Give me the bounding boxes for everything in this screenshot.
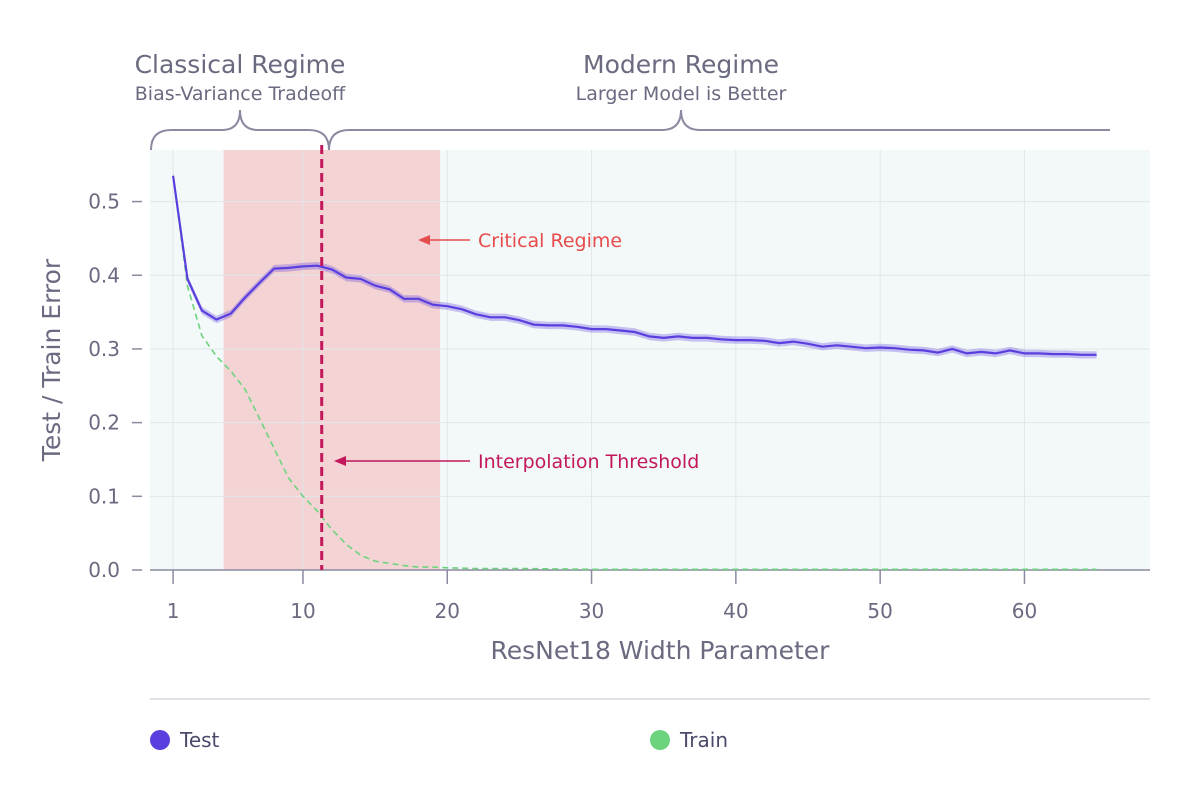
gridlines (150, 150, 1150, 571)
x-tick-label: 40 (723, 599, 748, 623)
classical-regime-brace (150, 109, 330, 151)
classical-regime-title: Classical Regime (135, 50, 346, 79)
train-error-line (172, 175, 1097, 571)
y-tick-label: 0.0 (88, 558, 120, 582)
legend-label-test: Test (180, 728, 220, 752)
legend-item-test: Test (150, 727, 219, 753)
y-tick-label: 0.2 (88, 411, 120, 435)
interpolation-threshold-arrowhead (334, 456, 346, 466)
test-error-line (172, 175, 1097, 356)
test-legend-swatch-icon (150, 730, 170, 750)
critical-regime-arrowhead (418, 235, 430, 245)
modern-regime-title: Modern Regime (583, 50, 779, 79)
critical-regime-band (223, 150, 441, 570)
y-tick-label: 0.5 (88, 190, 120, 214)
modern-regime-subtitle: Larger Model is Better (576, 83, 787, 105)
y-tick-label: 0.3 (88, 337, 120, 361)
x-tick-label: 10 (290, 599, 315, 623)
x-tick-label: 20 (435, 599, 460, 623)
x-axis-label: ResNet18 Width Parameter (491, 636, 831, 665)
y-tick-label: 0.1 (88, 484, 120, 508)
y-tick-label: 0.4 (88, 263, 120, 287)
critical-regime-label: Critical Regime (478, 230, 622, 252)
interpolation-threshold-label: Interpolation Threshold (478, 451, 699, 473)
legend-item-train: Train (650, 727, 728, 753)
x-tick-label: 30 (579, 599, 604, 623)
y-axis-label: Test / Train Error (37, 258, 66, 462)
x-tick-label: 50 (867, 599, 892, 623)
y-axis-ticks: 0.0 0.1 0.2 0.3 0.4 0.5 (88, 190, 142, 582)
train-legend-swatch-icon (650, 730, 670, 750)
x-tick-label: 60 (1012, 599, 1037, 623)
modern-regime-brace (328, 109, 1110, 151)
x-tick-label: 1 (167, 599, 180, 623)
classical-regime-subtitle: Bias-Variance Tradeoff (135, 83, 346, 105)
legend-label-train: Train (680, 728, 728, 752)
x-axis-ticks: 1 10 20 30 40 50 60 (167, 570, 1037, 623)
